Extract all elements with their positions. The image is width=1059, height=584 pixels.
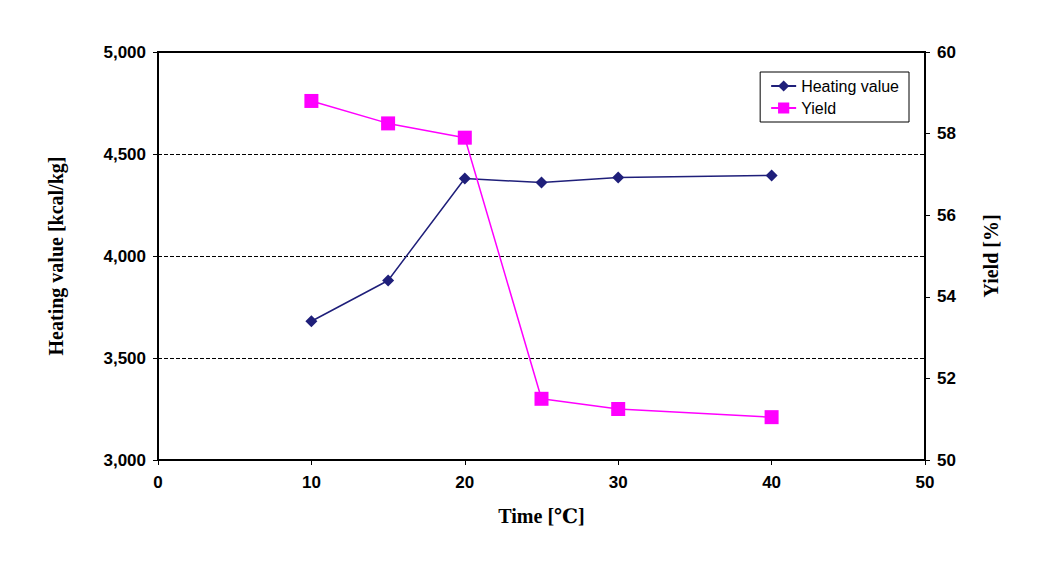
svg-text:20: 20	[455, 473, 474, 492]
svg-text:Yield: Yield	[801, 100, 836, 117]
svg-text:5,000: 5,000	[103, 43, 146, 62]
svg-text:50: 50	[916, 473, 935, 492]
svg-text:3,000: 3,000	[103, 451, 146, 470]
svg-text:3,500: 3,500	[103, 349, 146, 368]
svg-text:58: 58	[937, 124, 956, 143]
svg-text:40: 40	[762, 473, 781, 492]
svg-text:4,000: 4,000	[103, 247, 146, 266]
svg-text:30: 30	[609, 473, 628, 492]
svg-text:54: 54	[937, 287, 956, 306]
svg-text:52: 52	[937, 369, 956, 388]
svg-text:4,500: 4,500	[103, 145, 146, 164]
svg-text:Heating value: Heating value	[801, 78, 899, 95]
svg-text:56: 56	[937, 206, 956, 225]
svg-text:10: 10	[302, 473, 321, 492]
svg-text:60: 60	[937, 43, 956, 62]
svg-text:Time [℃]: Time [℃]	[498, 505, 584, 527]
svg-text:Yield [%]: Yield [%]	[980, 214, 1002, 297]
svg-text:Heating value [kcal/kg]: Heating value [kcal/kg]	[45, 157, 68, 356]
svg-text:0: 0	[153, 473, 162, 492]
svg-text:50: 50	[937, 451, 956, 470]
